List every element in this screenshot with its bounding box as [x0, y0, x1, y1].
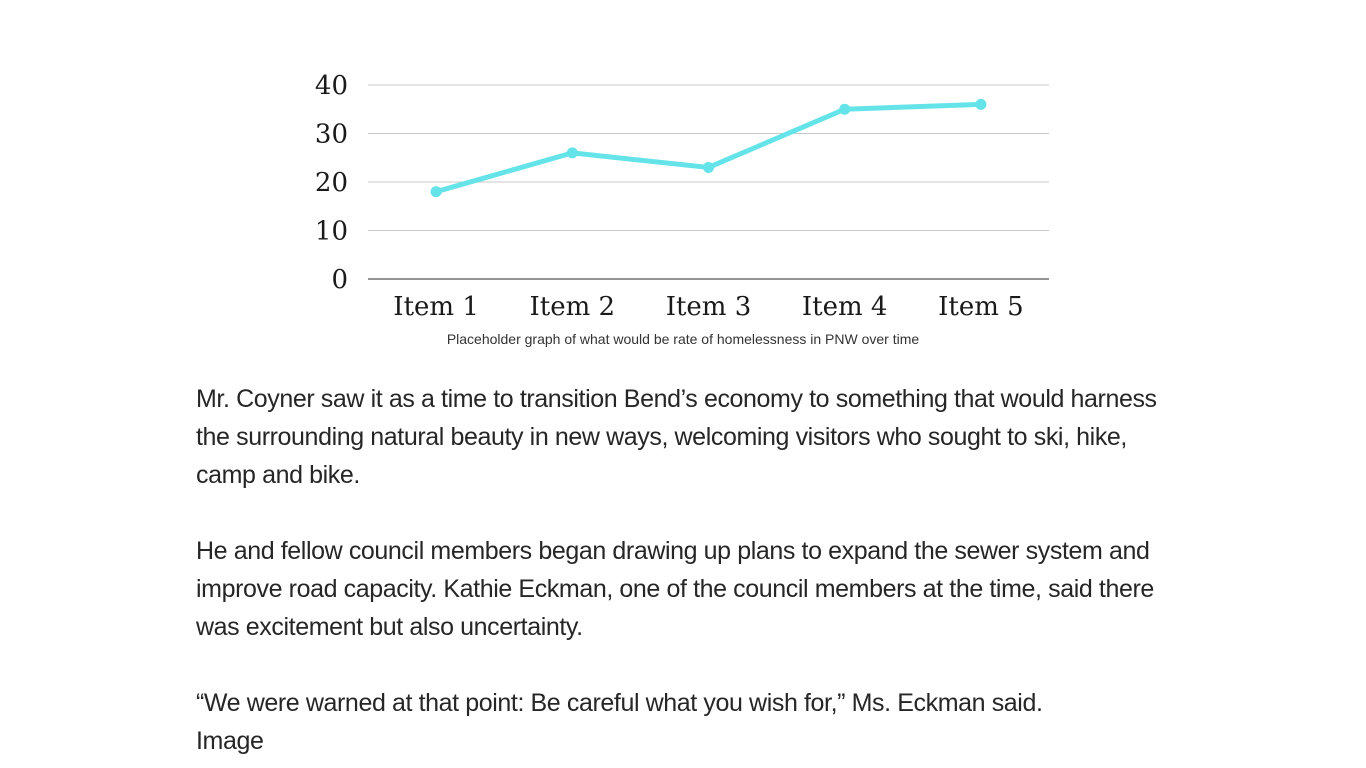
x-tick-label: Item 5 — [938, 292, 1024, 322]
data-point — [839, 103, 851, 115]
x-tick-label: Item 1 — [393, 292, 479, 322]
data-point — [975, 98, 987, 110]
y-tick-label: 40 — [315, 71, 348, 101]
y-tick-label: 0 — [331, 265, 348, 295]
article-paragraph: “We were warned at that point: Be carefu… — [196, 689, 1043, 717]
x-tick-label: Item 2 — [530, 292, 616, 322]
image-label: Image — [196, 727, 264, 755]
chart-series — [430, 98, 987, 198]
article-paragraph: Mr. Coyner saw it as a time to transitio… — [196, 385, 1157, 489]
chart-grid — [368, 84, 1049, 280]
line-chart: 0 10 20 30 40 Item 1 Item 2 Item 3 Item 4 Item 5 — [315, 71, 1049, 322]
data-point — [430, 186, 442, 198]
y-tick-label: 20 — [315, 168, 348, 198]
article-body: Mr. Coyner saw it as a time to transitio… — [196, 380, 1171, 760]
data-point — [566, 147, 578, 159]
x-tick-label: Item 4 — [802, 292, 888, 322]
series-line — [433, 101, 984, 195]
article-paragraph: He and fellow council members began draw… — [196, 537, 1154, 641]
data-point — [703, 161, 714, 173]
y-tick-label: 30 — [315, 120, 348, 150]
y-tick-label: 10 — [315, 217, 348, 247]
y-axis-ticks: 0 10 20 30 40 — [315, 71, 348, 295]
chart-caption: Placeholder graph of what would be rate … — [446, 331, 920, 347]
x-tick-label: Item 3 — [666, 292, 752, 322]
x-axis-ticks: Item 1 Item 2 Item 3 Item 4 Item 5 — [393, 292, 1023, 322]
